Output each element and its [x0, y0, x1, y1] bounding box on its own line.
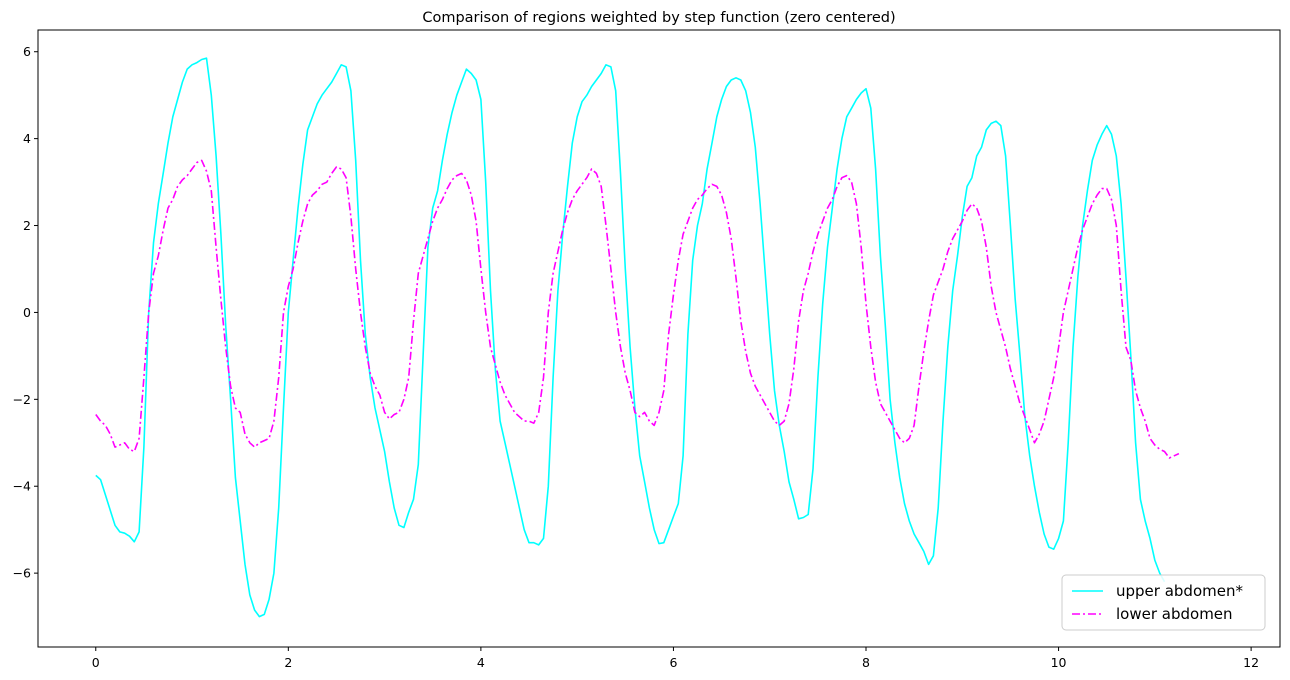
y-axis: −6 −4 −2 0 2 4 6: [13, 44, 38, 581]
x-tick-label: 0: [92, 655, 100, 670]
legend-label-upper-abdomen: upper abdomen*: [1116, 582, 1243, 600]
legend: upper abdomen* lower abdomen: [1061, 574, 1266, 631]
x-tick-label: 10: [1051, 655, 1067, 670]
chart-title: Comparison of regions weighted by step f…: [422, 10, 895, 26]
y-tick-label: 2: [23, 218, 31, 233]
x-tick-label: 4: [477, 655, 485, 670]
x-tick-label: 2: [284, 655, 292, 670]
legend-box: [1061, 574, 1266, 631]
series-line-upper-abdomen: [95, 57, 1166, 618]
series-layer: [95, 57, 1180, 618]
x-axis: 0 2 4 6 8 10 12: [92, 647, 1259, 670]
y-tick-label: 4: [23, 131, 31, 146]
y-tick-label: 0: [23, 305, 31, 320]
plot-frame: [37, 29, 1281, 648]
series-line-lower-abdomen: [95, 159, 1180, 459]
x-tick-label: 6: [669, 655, 677, 670]
y-tick-label: −6: [13, 566, 31, 581]
y-tick-label: −4: [13, 479, 31, 494]
x-tick-label: 12: [1243, 655, 1259, 670]
y-tick-label: −2: [13, 392, 31, 407]
legend-label-lower-abdomen: lower abdomen: [1116, 605, 1233, 623]
y-tick-label: 6: [23, 44, 31, 59]
x-tick-label: 8: [862, 655, 870, 670]
